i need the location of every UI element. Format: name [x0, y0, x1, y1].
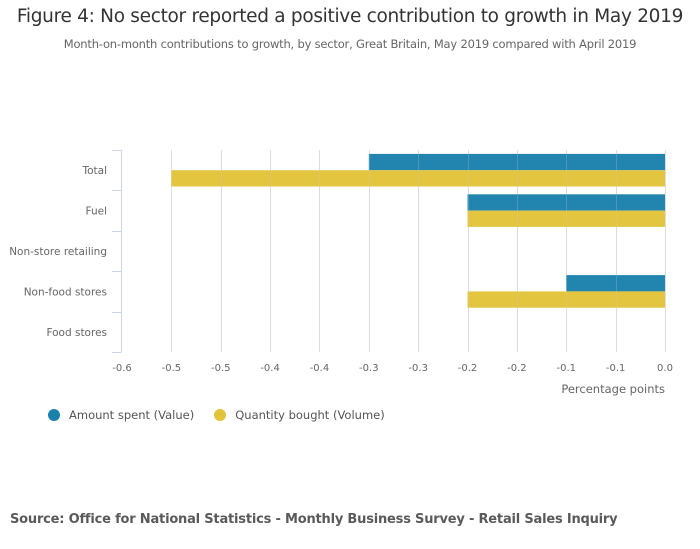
bar-value-total[interactable] — [368, 153, 665, 171]
category-label: Non-food stores — [24, 286, 107, 298]
legend-marker-icon — [214, 409, 227, 421]
bar-value-non-food-stores[interactable] — [566, 275, 665, 292]
x-axis-ticks: -0.6 -0.5 -0.5 -0.4 -0.4 -0.3 -0.3 -0.2 -0.2 -0.1… — [112, 363, 673, 374]
chart-subtitle: Month-on-month contributions to growth, … — [63, 37, 637, 51]
x-tick-label: -0.4 — [260, 363, 280, 374]
chart-title: Figure 4: No sector reported a positive … — [16, 6, 684, 27]
category-label: Food stores — [46, 327, 107, 339]
category-label: Fuel — [86, 206, 108, 218]
bars — [171, 150, 666, 352]
bar-volume-fuel[interactable] — [467, 210, 665, 227]
legend-item-value[interactable]: Amount spent (Value) — [48, 408, 194, 422]
x-tick-label: 0.0 — [657, 363, 673, 374]
source-note: Source: Office for National Statistics -… — [10, 512, 618, 527]
legend-item-volume[interactable]: Quantity bought (Volume) — [214, 408, 385, 422]
legend-marker-icon — [48, 409, 60, 421]
category-label: Total — [81, 165, 107, 177]
legend-label: Quantity bought (Volume) — [235, 408, 385, 422]
x-tick-label: -0.2 — [458, 363, 478, 374]
x-tick-label: -0.4 — [310, 363, 330, 374]
bar-volume-total[interactable] — [171, 170, 665, 187]
x-tick-label: -0.3 — [359, 363, 379, 374]
bar-value-fuel[interactable] — [467, 194, 665, 211]
legend-label: Amount spent (Value) — [69, 408, 195, 422]
legend: Amount spent (Value) Quantity bought (Vol… — [48, 408, 405, 422]
x-tick-label: -0.1 — [557, 363, 577, 374]
category-label: Non-store retailing — [9, 246, 107, 258]
bar-volume-non-food-stores[interactable] — [467, 291, 665, 308]
x-tick-label: -0.3 — [408, 363, 428, 374]
x-tick-label: -0.5 — [162, 363, 182, 374]
x-tick-label: -0.2 — [507, 363, 527, 374]
y-axis: Total Fuel Non-store retailing Non-food sto… — [9, 150, 122, 353]
x-tick-label: -0.6 — [112, 363, 132, 374]
x-axis-title: Percentage points — [561, 382, 665, 396]
x-tick-label: -0.1 — [606, 363, 626, 374]
x-tick-label: -0.5 — [211, 363, 231, 374]
